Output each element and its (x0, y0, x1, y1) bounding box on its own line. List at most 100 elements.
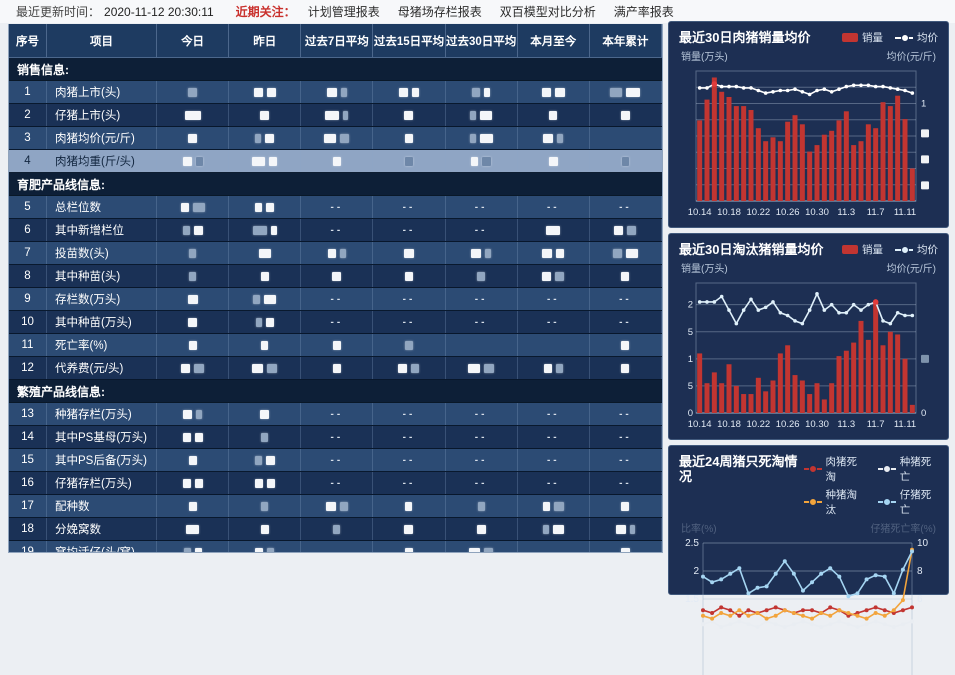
svg-text:5: 5 (688, 327, 693, 338)
row-item-name: 其中新增栏位 (47, 219, 157, 241)
value-cell: -- (446, 311, 518, 333)
redacted-value-block (621, 340, 630, 350)
redacted-value-block (181, 363, 191, 373)
redacted-value-block (325, 110, 340, 120)
topbar-link-sow-farm-report[interactable]: 母猪场存栏报表 (397, 5, 482, 19)
table-row[interactable]: 3 肉猪均价(元/斤) (9, 127, 662, 150)
legend-item[interactable]: 种猪淘汰 (803, 487, 864, 517)
redacted-value-block (339, 501, 348, 511)
value-cell: -- (373, 288, 446, 310)
value-cell: -- (518, 311, 590, 333)
legend-item[interactable]: 均价 (895, 242, 938, 257)
no-data-dashes: -- (330, 477, 344, 489)
legend-item[interactable]: 均价 (895, 30, 938, 45)
topbar-link-model-compare[interactable]: 双百模型对比分析 (499, 5, 596, 19)
no-data-dashes: -- (546, 201, 560, 213)
no-data-dashes: -- (402, 454, 416, 466)
multi-line-chart-death-cull: 2.5 2 1.5 10 8 6 (685, 538, 929, 675)
svg-text:11.7: 11.7 (867, 207, 885, 218)
table-row[interactable]: 16 仔猪存栏(万头) -- -- -- -- -- (9, 472, 662, 495)
value-cell (229, 541, 302, 552)
redacted-value-block (332, 156, 341, 166)
table-row[interactable]: 8 其中种苗(头) (9, 265, 662, 288)
redacted-value-block (405, 501, 413, 511)
redacted-value-block (546, 225, 561, 235)
table-row[interactable]: 7 投苗数(头) (9, 242, 662, 265)
table-row[interactable]: 15 其中PS后备(万头) -- -- -- -- -- (9, 449, 662, 472)
redacted-value-block (192, 202, 205, 212)
table-row[interactable]: 18 分娩窝数 (9, 518, 662, 541)
no-data-dashes: -- (402, 408, 416, 420)
no-data-dashes: -- (474, 431, 488, 443)
redacted-value-block (255, 547, 264, 552)
table-row[interactable]: 12 代养费(元/头) (9, 357, 662, 380)
legend-item[interactable]: 肉猪死淘 (803, 454, 864, 484)
value-cell (301, 541, 374, 552)
redacted-value-block (620, 547, 630, 552)
legend-label: 销量 (862, 244, 883, 256)
value-cell: -- (301, 311, 374, 333)
svg-text:11.3: 11.3 (837, 419, 855, 430)
updated-time-label: 最近更新时间： (16, 5, 101, 19)
redacted-value-block (261, 432, 269, 442)
legend-item[interactable]: 销量 (842, 242, 883, 257)
value-cell (590, 127, 662, 149)
value-cell (301, 357, 374, 379)
value-cell (301, 518, 374, 540)
table-row[interactable]: 10 其中种苗(万头) -- -- -- -- -- (9, 311, 662, 334)
no-data-dashes: -- (546, 477, 560, 489)
redacted-value-block (553, 501, 564, 511)
topbar-link-capacity-report[interactable]: 满产率报表 (613, 5, 674, 19)
redacted-value-block (610, 87, 623, 97)
y-left-axis-name: 比率(%) (681, 524, 717, 535)
value-cell (373, 334, 446, 356)
redacted-value-block (252, 156, 266, 166)
redacted-value-block (542, 524, 549, 534)
legend-bar-swatch-icon (842, 245, 858, 254)
value-cell (590, 81, 662, 103)
table-row[interactable]: 19 窝均活仔(头/窝) (9, 541, 662, 552)
value-cell (229, 150, 302, 172)
legend-item[interactable]: 销量 (842, 30, 883, 45)
table-row[interactable]: 5 总栏位数 -- -- -- -- -- (9, 196, 662, 219)
no-data-dashes: -- (474, 454, 488, 466)
value-cell: -- (590, 196, 662, 218)
table-row[interactable]: 6 其中新增栏位 -- -- -- (9, 219, 662, 242)
value-cell (590, 150, 662, 172)
value-cell: -- (590, 311, 662, 333)
value-cell: -- (590, 288, 662, 310)
table-header-row: 序号 项目 今日 昨日 过去7日平均 过去15日平均 过去30日平均 本月至今 … (9, 24, 662, 58)
value-cell (229, 196, 302, 218)
table-row[interactable]: 1 肉猪上市(头) (9, 81, 662, 104)
table-row[interactable]: 17 配种数 (9, 495, 662, 518)
redacted-value-block (476, 524, 486, 534)
legend-item[interactable]: 仔猪死亡 (877, 487, 938, 517)
row-number: 12 (9, 357, 47, 379)
table-row[interactable]: 9 存栏数(万头) -- -- -- -- -- (9, 288, 662, 311)
value-cell (229, 403, 302, 425)
redacted-value-block (555, 271, 565, 281)
redacted-value-block (404, 547, 413, 552)
svg-text:10.26: 10.26 (776, 419, 800, 430)
no-data-dashes: -- (330, 316, 344, 328)
redacted-value-block (468, 363, 481, 373)
column-header: 本年累计 (589, 24, 662, 58)
legend-item[interactable]: 种猪死亡 (877, 454, 938, 484)
topbar-link-plan-report[interactable]: 计划管理报表 (307, 5, 380, 19)
no-data-dashes: -- (474, 408, 488, 420)
row-item-name: 种猪存栏(万头) (47, 403, 157, 425)
value-cell (518, 357, 590, 379)
value-cell (590, 357, 662, 379)
table-row[interactable]: 4 肉猪均重(斤/头) (9, 150, 662, 173)
svg-text:1.5: 1.5 (685, 594, 699, 605)
legend-label: 均价 (917, 32, 938, 44)
table-row[interactable]: 2 仔猪上市(头) (9, 104, 662, 127)
no-data-dashes: -- (619, 454, 632, 466)
table-row[interactable]: 14 其中PS基母(万头) -- -- -- -- -- (9, 426, 662, 449)
y-right-axis-name: 均价(元/斤) (886, 264, 936, 275)
no-data-dashes: -- (619, 316, 632, 328)
value-cell: -- (373, 196, 446, 218)
table-row[interactable]: 13 种猪存栏(万头) -- -- -- -- -- (9, 403, 662, 426)
redacted-value-block (188, 317, 198, 327)
table-row[interactable]: 11 死亡率(%) (9, 334, 662, 357)
